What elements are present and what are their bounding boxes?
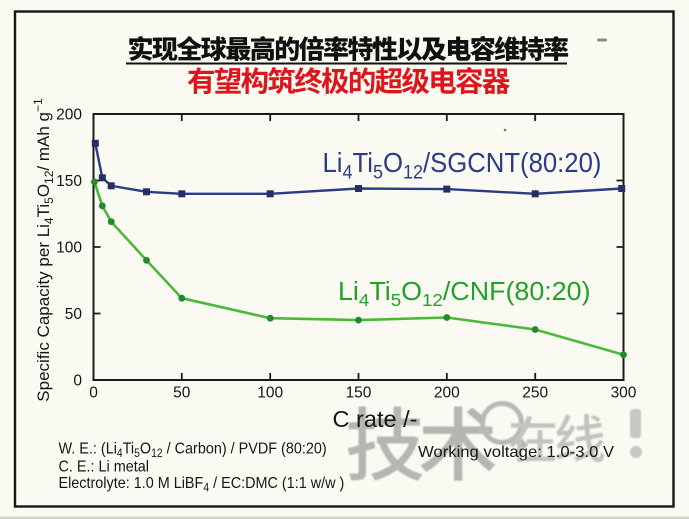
svg-text:50: 50 <box>65 306 83 323</box>
svg-text:100: 100 <box>56 240 82 257</box>
svg-text:50: 50 <box>173 385 191 402</box>
svg-text:300: 300 <box>611 385 637 402</box>
svg-text:0: 0 <box>89 385 98 402</box>
svg-text:200: 200 <box>434 385 460 402</box>
svg-text:Li4Ti5O12/CNF(80:20): Li4Ti5O12/CNF(80:20) <box>338 277 591 310</box>
svg-text:Working voltage: 1.0-3.0 V: Working voltage: 1.0-3.0 V <box>418 443 614 461</box>
svg-text:Electrolyte: 1.0 M LiBF4 / EC:: Electrolyte: 1.0 M LiBF4 / EC:DMC (1:1 w… <box>59 474 345 494</box>
svg-text:250: 250 <box>522 385 548 402</box>
svg-text:W. E.: (Li4Ti5O12 / Carbon) /: W. E.: (Li4Ti5O12 / Carbon) / PVDF (80:2… <box>59 440 327 460</box>
svg-text:Specific Capacity per Li4Ti5O1: Specific Capacity per Li4Ti5O12/ mAh g−1 <box>31 98 56 402</box>
svg-text:C rate /-: C rate /- <box>333 406 418 432</box>
svg-text:C. E.: Li metal: C. E.: Li metal <box>59 458 149 476</box>
svg-text:0: 0 <box>73 373 82 390</box>
svg-text:100: 100 <box>257 385 283 402</box>
svg-text:150: 150 <box>56 173 82 190</box>
svg-text:200: 200 <box>56 107 82 124</box>
svg-text:150: 150 <box>346 385 372 402</box>
svg-text:Li4Ti5O12/SGCNT(80:20): Li4Ti5O12/SGCNT(80:20) <box>323 147 602 183</box>
